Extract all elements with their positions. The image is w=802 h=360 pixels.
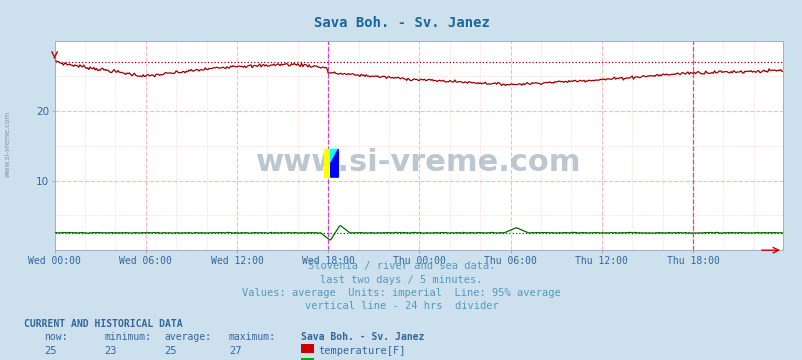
Text: now:: now: [44,332,67,342]
Text: Slovenia / river and sea data.: Slovenia / river and sea data. [307,261,495,271]
Text: www.si-vreme.com: www.si-vreme.com [256,148,581,177]
Text: CURRENT AND HISTORICAL DATA: CURRENT AND HISTORICAL DATA [24,319,183,329]
Text: maximum:: maximum: [229,332,276,342]
Text: average:: average: [164,332,212,342]
Text: vertical line - 24 hrs  divider: vertical line - 24 hrs divider [304,301,498,311]
Text: 25: 25 [164,346,177,356]
Text: Values: average  Units: imperial  Line: 95% average: Values: average Units: imperial Line: 95… [242,288,560,298]
Polygon shape [324,149,330,177]
Text: Sava Boh. - Sv. Janez: Sava Boh. - Sv. Janez [313,16,489,30]
Text: temperature[F]: temperature[F] [318,346,406,356]
Polygon shape [330,149,338,177]
Text: last two days / 5 minutes.: last two days / 5 minutes. [320,275,482,285]
Text: Sava Boh. - Sv. Janez: Sava Boh. - Sv. Janez [301,332,424,342]
Polygon shape [330,149,338,163]
Text: minimum:: minimum: [104,332,152,342]
Text: www.si-vreme.com: www.si-vreme.com [5,111,11,177]
Text: 25: 25 [44,346,57,356]
Text: 23: 23 [104,346,117,356]
Text: 27: 27 [229,346,241,356]
